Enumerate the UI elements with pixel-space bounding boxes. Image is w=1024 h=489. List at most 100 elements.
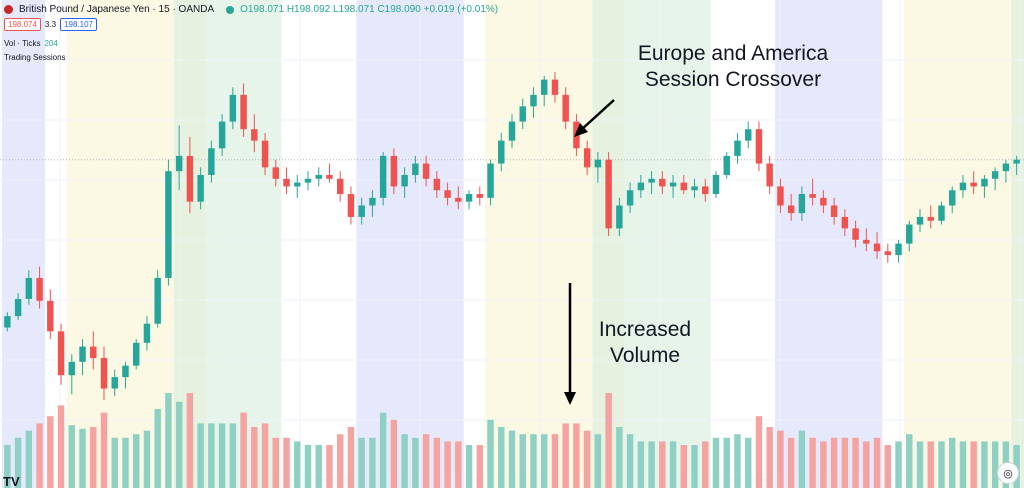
volume-bar [616,427,623,488]
session-band-asia [775,0,883,488]
candle-body [680,182,688,191]
candle-body [551,79,559,95]
volume-bar [326,445,333,488]
volume-bar [68,425,76,488]
sell-price-button[interactable]: 198.074 [4,18,41,31]
volume-bar [455,441,462,488]
candle-body [251,129,258,141]
volume-bar [798,430,806,488]
volume-legend[interactable]: Vol · Ticks 204 [4,39,58,48]
candle-body [14,298,22,317]
volume-bar [36,423,43,488]
candle-body [562,94,569,122]
volume-bar [197,423,204,488]
volume-bar [90,427,97,488]
volume-bar [981,441,988,488]
candle-body [175,155,183,172]
crossover-arrow-head [574,123,588,137]
volume-bar [712,437,720,488]
symbol-title[interactable]: British Pound / Japanese Yen · 15 · OAND… [19,4,215,15]
volume-bar [906,434,913,488]
volume-bar [884,445,892,488]
candle-body [208,148,215,175]
volume-bar [111,437,118,488]
candle-body [476,194,484,198]
candle-body [465,194,473,202]
candle-body [959,182,967,191]
sessions-legend[interactable]: Trading Sessions [4,53,66,62]
volume-bar [165,393,172,488]
volume-bar [132,434,140,488]
volume-bar [991,441,999,488]
volume-bar [895,441,902,488]
candle-body [143,323,151,343]
candle-body [68,361,76,376]
candle-body [47,300,54,332]
candle-body [57,331,65,376]
flag-icon [4,5,13,14]
volume-bar [820,441,827,488]
volume-bar [530,434,537,488]
candle-body [1002,163,1010,172]
candle-body [111,377,118,389]
candle-body [390,155,398,187]
candle-body [798,194,806,214]
candle-body [712,174,720,195]
volume-bar [702,441,709,488]
candle-body [498,140,505,164]
volume-bar [938,441,945,488]
candle-body [165,171,172,278]
volume-bar [755,416,763,488]
volume-bar [777,430,784,488]
volume-annotation-line2: Volume [609,344,681,367]
candle-body [90,346,97,359]
price-buttons: 198.074 3.3 198.107 [4,18,97,31]
candle-body [229,94,237,122]
session-band-america [206,0,282,488]
chart-header: British Pound / Japanese Yen · 15 · OAND… [4,4,498,15]
volume-bar [626,434,634,488]
crossover-annotation-line1: Europe and America [637,42,829,65]
candle-body [702,186,709,195]
scroll-to-realtime-icon[interactable]: ◎ [997,462,1019,484]
candle-body [916,216,924,225]
candle-body [852,228,859,240]
candle-body [326,174,333,179]
candle-body [820,197,827,206]
tradingview-logo-icon[interactable]: TV [3,474,20,489]
candle-body [455,197,462,202]
volume-bar [336,434,344,488]
candle-body [970,182,977,187]
candle-body [723,155,730,175]
candle-body [304,178,312,183]
volume-bar [347,427,355,488]
candle-body [122,365,129,378]
volume-bar [948,437,956,488]
annotation-arrows [564,99,615,405]
candle-body [1013,159,1020,164]
volume-bar [379,412,387,488]
candle-body [669,182,677,187]
ohlc-readout: O198.071 H198.092 L198.071 C198.090 +0.0… [240,4,499,15]
candle-body [540,79,548,95]
volume-bar [412,437,419,488]
volume-bar [4,445,11,488]
candle-body [132,342,140,366]
candle-body [422,163,430,179]
volume-bar [272,437,280,488]
candle-body [605,159,612,229]
candle-body [347,194,355,217]
candle-body [830,205,838,217]
volume-bar [583,430,591,488]
candle-body [218,121,226,149]
crossover-arrow-line [580,99,615,131]
candle-body [36,277,43,301]
buy-price-button[interactable]: 198.107 [60,18,97,31]
volume-bar [47,416,54,488]
volume-bar [766,427,773,488]
volume-bar [734,434,741,488]
volume-bar [605,393,612,488]
volume-bar [358,437,365,488]
